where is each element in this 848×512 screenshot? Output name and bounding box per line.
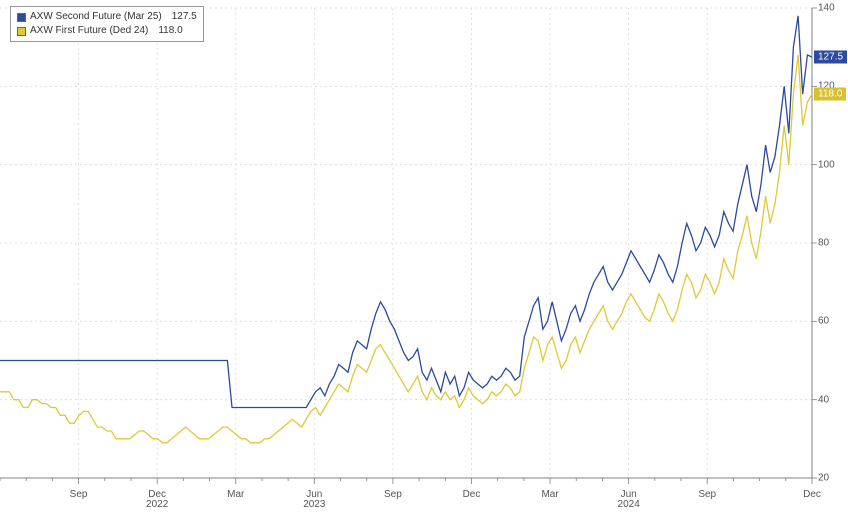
x-year-label: 2024 (618, 499, 640, 510)
y-tick-label: 100 (818, 159, 835, 170)
legend-swatch-1 (17, 27, 26, 36)
legend-box: AXW Second Future (Mar 25) 127.5 AXW Fir… (10, 6, 204, 42)
x-year-label: 2022 (146, 499, 168, 510)
series-first_future (0, 55, 812, 443)
series-second_future (0, 16, 812, 408)
x-tick-label: Mar (227, 489, 244, 500)
y-tick-label: 140 (818, 3, 835, 14)
legend-row-0: AXW Second Future (Mar 25) 127.5 (17, 10, 197, 24)
y-tick-label: 80 (818, 238, 829, 249)
x-tick-label: Dec (463, 489, 481, 500)
chart-container: AXW Second Future (Mar 25) 127.5 AXW Fir… (0, 0, 848, 512)
x-year-label: 2023 (303, 499, 325, 510)
y-tick-label: 20 (818, 473, 829, 484)
legend-value-0: 127.5 (172, 10, 197, 24)
x-tick-label: Mar (541, 489, 558, 500)
x-tick-label: Sep (70, 489, 88, 500)
legend-value-1: 118.0 (158, 24, 182, 38)
y-tick-label: 60 (818, 316, 829, 327)
legend-label-1: AXW First Future (Ded 24) (30, 24, 148, 38)
legend-swatch-0 (17, 13, 26, 22)
legend-row-1: AXW First Future (Ded 24) 118.0 (17, 24, 197, 38)
legend-label-0: AXW Second Future (Mar 25) (30, 10, 162, 24)
end-badge-second_future: 127.5 (814, 50, 847, 63)
x-tick-label: Sep (698, 489, 716, 500)
x-tick-label: Dec (803, 489, 821, 500)
y-tick-label: 40 (818, 394, 829, 405)
end-badge-first_future: 118.0 (814, 88, 846, 101)
x-tick-label: Sep (384, 489, 402, 500)
chart-svg (0, 0, 848, 512)
